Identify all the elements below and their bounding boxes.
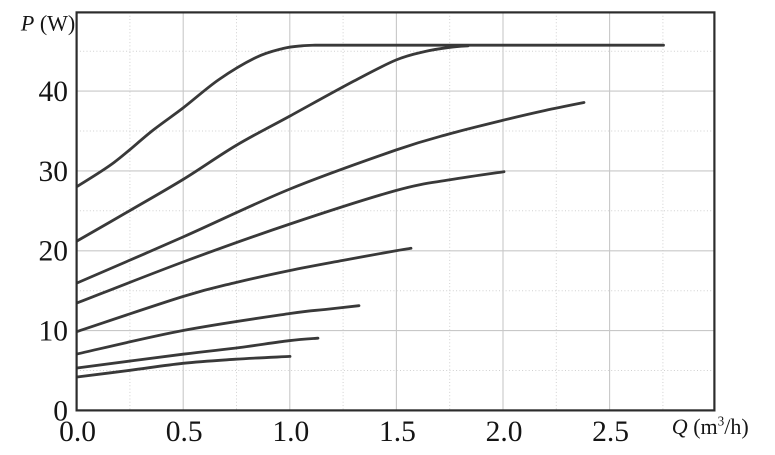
svg-text:20: 20: [39, 236, 69, 268]
svg-text:Q (m3/h): Q (m3/h): [672, 413, 749, 439]
svg-text:2.5: 2.5: [592, 416, 629, 448]
svg-text:40: 40: [39, 76, 69, 108]
svg-text:0.5: 0.5: [166, 416, 203, 448]
svg-text:0: 0: [53, 395, 68, 427]
svg-text:0.0: 0.0: [59, 416, 96, 448]
svg-text:1.0: 1.0: [272, 416, 309, 448]
svg-text:10: 10: [39, 316, 69, 348]
svg-text:P (W): P (W): [20, 11, 75, 36]
svg-text:30: 30: [39, 156, 69, 188]
svg-text:1.5: 1.5: [379, 416, 416, 448]
svg-text:2.0: 2.0: [486, 416, 523, 448]
